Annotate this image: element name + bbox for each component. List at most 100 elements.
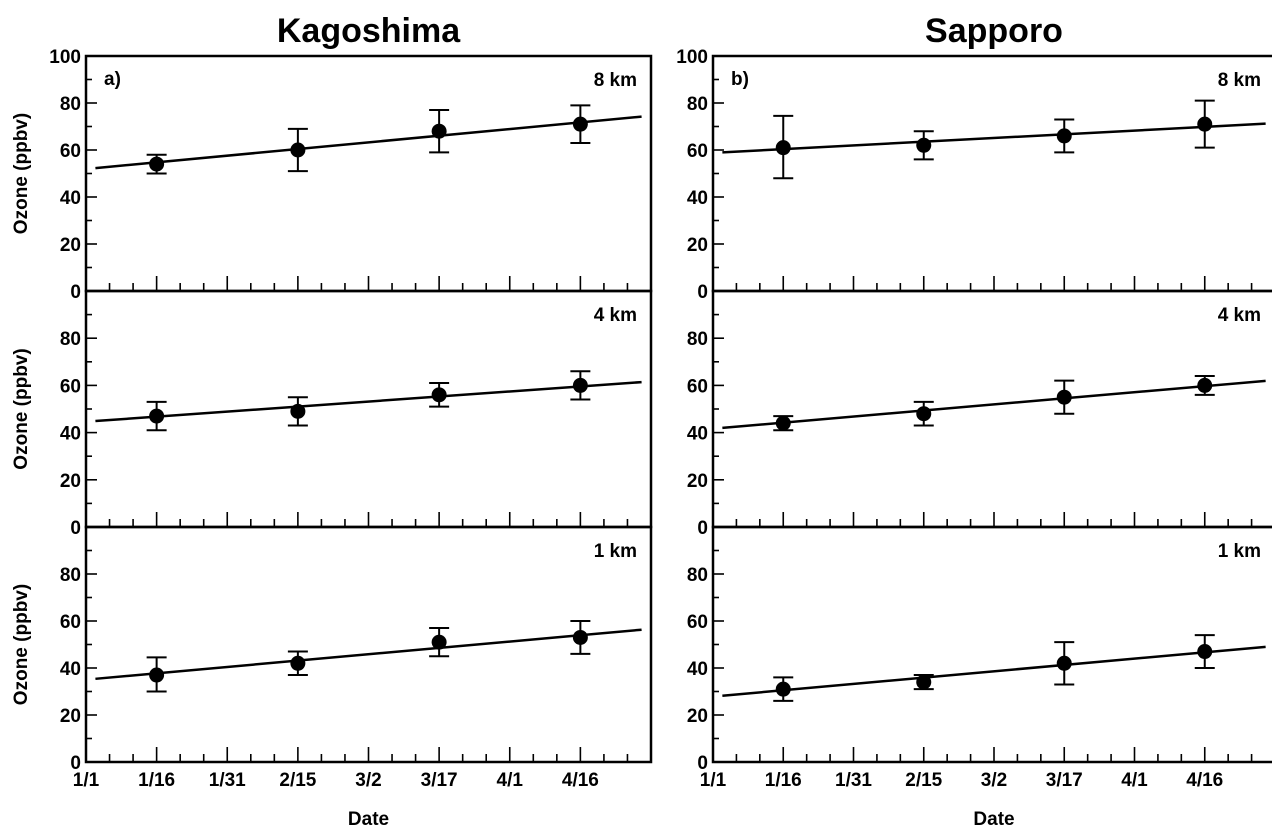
data-point xyxy=(775,140,791,156)
y-tick-label: 0 xyxy=(697,282,708,303)
x-tick-label: 1/31 xyxy=(835,770,872,791)
data-point xyxy=(431,634,447,650)
panel-letter: b) xyxy=(731,69,749,90)
y-tick-label: 40 xyxy=(687,188,708,209)
x-tick-label: 3/17 xyxy=(421,770,458,791)
y-tick-label: 40 xyxy=(687,424,708,445)
x-tick-label: 2/15 xyxy=(905,770,942,791)
altitude-label: 8 km xyxy=(1218,70,1261,91)
data-point xyxy=(572,116,588,132)
panel-letter: a) xyxy=(104,69,121,90)
y-tick-label: 20 xyxy=(60,471,81,492)
x-axis-label: Date xyxy=(973,809,1014,828)
y-tick-label: 40 xyxy=(687,659,708,680)
altitude-label: 4 km xyxy=(1218,305,1261,326)
y-tick-label: 80 xyxy=(687,565,708,586)
x-tick-label: 1/16 xyxy=(765,770,802,791)
y-tick-label: 80 xyxy=(687,94,708,115)
y-axis-label: Ozone (ppbv) xyxy=(11,348,32,469)
panel-frame xyxy=(84,289,653,529)
y-tick-label: 0 xyxy=(697,753,708,774)
data-point xyxy=(431,387,447,403)
y-axis-label: Ozone (ppbv) xyxy=(11,584,32,705)
data-point xyxy=(916,137,932,153)
x-tick-label: 3/2 xyxy=(981,770,1007,791)
panel-frame xyxy=(711,54,1272,293)
altitude-label: 1 km xyxy=(1218,541,1261,562)
y-tick-label: 80 xyxy=(60,329,81,350)
trend-line xyxy=(95,115,642,170)
x-tick-label: 4/16 xyxy=(562,770,599,791)
y-tick-label: 60 xyxy=(60,376,81,397)
trend-line xyxy=(95,380,642,423)
data-point xyxy=(572,629,588,645)
y-tick-label: 0 xyxy=(70,753,81,774)
x-tick-label: 1/16 xyxy=(138,770,175,791)
x-axis-label: Date xyxy=(348,809,389,828)
x-tick-label: 3/2 xyxy=(355,770,381,791)
y-tick-label: 60 xyxy=(687,141,708,162)
y-tick-label: 100 xyxy=(49,47,81,68)
y-tick-label: 80 xyxy=(60,565,81,586)
data-point xyxy=(290,142,306,158)
y-tick-label: 40 xyxy=(60,424,81,445)
y-tick-label: 20 xyxy=(687,235,708,256)
data-point xyxy=(290,655,306,671)
y-tick-label: 60 xyxy=(687,612,708,633)
trend-line xyxy=(722,379,1266,430)
y-tick-label: 20 xyxy=(687,706,708,727)
panel-frame xyxy=(84,54,653,293)
data-point xyxy=(149,156,165,172)
y-tick-label: 0 xyxy=(70,518,81,539)
data-point xyxy=(431,123,447,139)
data-point xyxy=(149,667,165,683)
x-tick-label: 1/31 xyxy=(209,770,246,791)
y-tick-label: 20 xyxy=(687,471,708,492)
altitude-label: 8 km xyxy=(594,70,637,91)
data-point xyxy=(916,674,932,690)
data-point xyxy=(916,406,932,422)
x-tick-label: 2/15 xyxy=(279,770,316,791)
data-point xyxy=(572,377,588,393)
x-tick-label: 4/1 xyxy=(1121,770,1148,791)
chart-title: Sapporo xyxy=(925,12,1063,50)
chart-title: Kagoshima xyxy=(277,12,461,50)
data-point xyxy=(1056,655,1072,671)
trend-line xyxy=(722,122,1266,154)
x-tick-label: 3/17 xyxy=(1046,770,1083,791)
y-tick-label: 0 xyxy=(70,282,81,303)
y-tick-label: 20 xyxy=(60,235,81,256)
altitude-label: 1 km xyxy=(594,541,637,562)
y-tick-label: 80 xyxy=(687,329,708,350)
altitude-label: 4 km xyxy=(594,305,637,326)
y-axis-label: Ozone (ppbv) xyxy=(11,113,32,234)
y-tick-label: 60 xyxy=(687,376,708,397)
data-point xyxy=(775,415,791,431)
y-tick-label: 0 xyxy=(697,518,708,539)
y-tick-label: 40 xyxy=(60,188,81,209)
data-point xyxy=(775,681,791,697)
x-tick-label: 4/16 xyxy=(1186,770,1223,791)
data-point xyxy=(149,408,165,424)
y-tick-label: 20 xyxy=(60,706,81,727)
x-tick-label: 1/1 xyxy=(700,770,727,791)
y-tick-label: 100 xyxy=(676,47,708,68)
data-point xyxy=(1197,116,1213,132)
y-tick-label: 60 xyxy=(60,612,81,633)
data-point xyxy=(290,403,306,419)
y-tick-label: 60 xyxy=(60,141,81,162)
y-tick-label: 40 xyxy=(60,659,81,680)
panel-frame xyxy=(711,289,1272,529)
data-point xyxy=(1056,128,1072,144)
trend-line xyxy=(95,628,642,681)
x-tick-label: 4/1 xyxy=(497,770,524,791)
data-point xyxy=(1197,377,1213,393)
y-tick-label: 80 xyxy=(60,94,81,115)
data-point xyxy=(1197,644,1213,660)
panel-frame xyxy=(84,525,653,764)
x-tick-label: 1/1 xyxy=(73,770,100,791)
trend-line xyxy=(722,645,1266,697)
data-point xyxy=(1056,389,1072,405)
panel-frame xyxy=(711,525,1272,764)
